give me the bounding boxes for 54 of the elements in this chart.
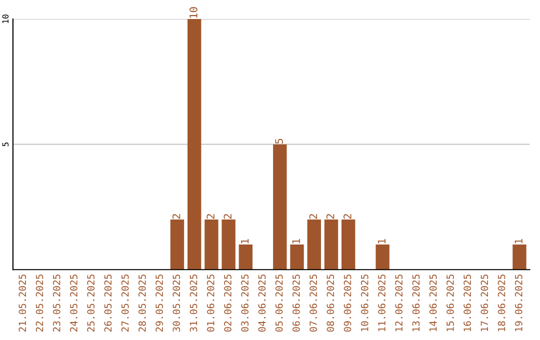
data-label: 10 [190,7,198,18]
x-tick-label: 23.05.2025 [52,274,60,332]
x-tick-label: 13.06.2025 [412,274,420,332]
bar [222,220,236,270]
data-label: 2 [309,214,318,219]
x-tick-label: 10.06.2025 [360,274,368,332]
bar [290,244,304,270]
x-tick-label: 22.05.2025 [36,274,44,332]
data-label: 1 [378,238,386,244]
x-tick-label: 30.05.2025 [172,274,180,332]
data-label: 2 [206,214,214,219]
x-tick-label: 31.05.2025 [190,274,198,332]
data-label: 2 [172,214,180,219]
x-tick-label: 16.06.2025 [464,274,471,332]
x-tick-label: 11.06.2025 [378,274,386,332]
data-label: 1 [240,238,249,244]
x-tick-label: 19.06.2025 [514,274,522,332]
bar [238,244,253,270]
data-label: 1 [292,238,300,244]
bar [273,144,287,270]
bar [170,220,184,270]
x-tick-label: 27.05.2025 [121,274,129,332]
x-tick-label: 09.06.2025 [344,274,352,332]
x-tick-label: 14.06.2025 [429,274,437,332]
x-tick-label: 06.06.2025 [292,274,300,332]
bar [204,220,218,270]
bar [376,244,390,270]
x-tick-label: 17.06.2025 [480,274,488,332]
bar [307,220,321,270]
bar [324,220,338,270]
x-tick-label: 12.06.2025 [395,274,403,332]
bar [188,19,202,270]
bar [342,220,356,270]
x-tick-label: 08.06.2025 [326,274,334,332]
x-tick-label: 07.06.2025 [310,274,317,332]
x-tick-label: 25.05.2025 [87,274,95,332]
x-tick-label: 01.06.2025 [206,274,214,332]
x-tick-label: 21.05.2025 [18,274,26,332]
bar [512,244,526,270]
data-label: 2 [344,214,352,219]
x-tick-label: 04.06.2025 [258,274,266,332]
x-tick-label: 02.06.2025 [224,274,232,332]
data-label: 5 [275,138,283,144]
data-label: 1 [514,238,522,244]
x-tick-label: 18.06.2025 [498,274,506,332]
x-tick-label: 05.06.2025 [275,274,283,332]
data-label: 2 [224,214,232,219]
x-tick-label: 15.06.2025 [446,274,454,332]
data-label: 2 [326,214,334,219]
x-tick-label: 29.05.2025 [156,274,163,332]
x-tick-label: 03.06.2025 [241,274,249,332]
x-tick-label: 24.05.2025 [70,274,78,332]
x-tick-label: 28.05.2025 [138,274,146,332]
x-tick-label: 26.05.2025 [104,274,112,332]
